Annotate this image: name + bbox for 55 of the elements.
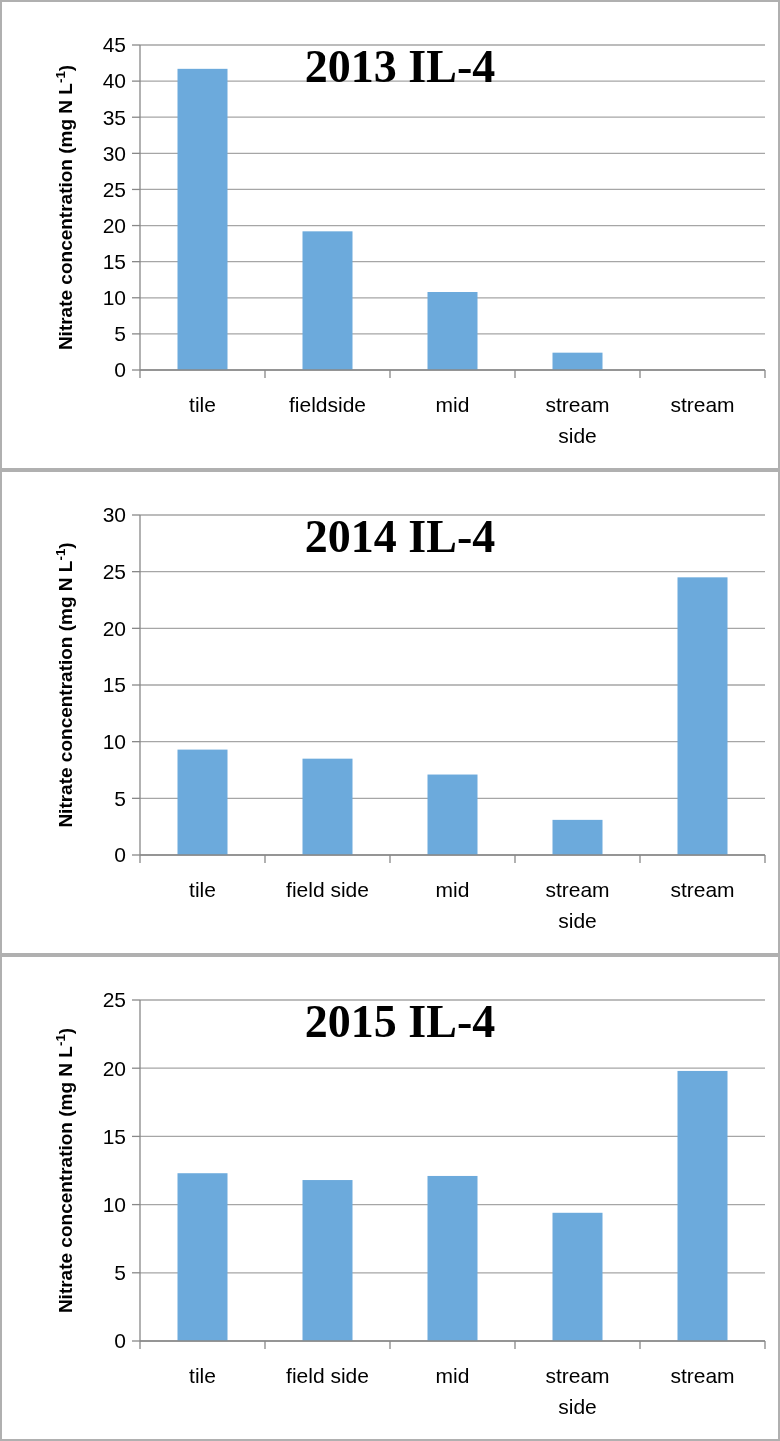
bar [427, 774, 478, 855]
x-tick-label: tile [189, 1364, 216, 1387]
bar [302, 231, 353, 370]
x-tick-label: stream [670, 1364, 735, 1387]
chart-title: 2015 IL-4 [304, 996, 496, 1047]
bar [177, 1173, 228, 1341]
y-tick-label: 15 [102, 250, 126, 274]
y-tick-label: 25 [102, 177, 126, 201]
y-tick-label: 35 [102, 105, 126, 129]
bar [677, 1070, 728, 1341]
x-tick-label: mid [435, 1364, 470, 1387]
x-tick-label: stream [670, 878, 735, 901]
x-tick-label: field side [286, 878, 369, 901]
chart-title: 2013 IL-4 [304, 41, 496, 92]
bar [552, 819, 603, 855]
y-tick-label: 20 [102, 1056, 126, 1080]
x-tick-label: tile [189, 393, 216, 416]
bar [677, 577, 728, 855]
x-tick-label: stream side [545, 1364, 610, 1418]
y-tick-label: 30 [102, 503, 126, 527]
x-tick-label: field side [286, 1364, 369, 1387]
y-tick-label: 20 [102, 213, 126, 237]
bar [177, 68, 228, 370]
y-tick-label: 5 [114, 322, 126, 346]
y-tick-label: 10 [102, 286, 126, 310]
x-tick-label: stream [670, 393, 735, 416]
x-tick-label: tile [189, 878, 216, 901]
y-tick-label: 30 [102, 141, 126, 165]
bar [552, 352, 603, 370]
y-tick-label: 0 [114, 358, 126, 382]
y-tick-label: 5 [114, 1261, 126, 1285]
y-tick-label: 5 [114, 786, 126, 810]
x-tick-label: fieldside [288, 393, 367, 416]
bar [427, 292, 478, 370]
y-tick-label: 15 [102, 673, 126, 697]
y-tick-label: 25 [102, 988, 126, 1012]
x-tick-label: stream side [545, 878, 610, 932]
x-tick-label: mid [435, 393, 470, 416]
y-tick-label: 0 [114, 1329, 126, 1353]
bar [427, 1175, 478, 1341]
x-tick-label: mid [435, 878, 470, 901]
bar [552, 1212, 603, 1341]
y-tick-label: 10 [102, 730, 126, 754]
y-tick-label: 10 [102, 1192, 126, 1216]
y-tick-label: 15 [102, 1124, 126, 1148]
bar [302, 1180, 353, 1341]
y-tick-label: 45 [102, 33, 126, 57]
y-tick-label: 20 [102, 616, 126, 640]
chart-title: 2014 IL-4 [304, 511, 496, 562]
bar [302, 758, 353, 855]
x-tick-label: stream side [545, 393, 610, 447]
bar [177, 749, 228, 855]
y-tick-label: 25 [102, 560, 126, 584]
y-tick-label: 0 [114, 843, 126, 867]
y-tick-label: 40 [102, 69, 126, 93]
